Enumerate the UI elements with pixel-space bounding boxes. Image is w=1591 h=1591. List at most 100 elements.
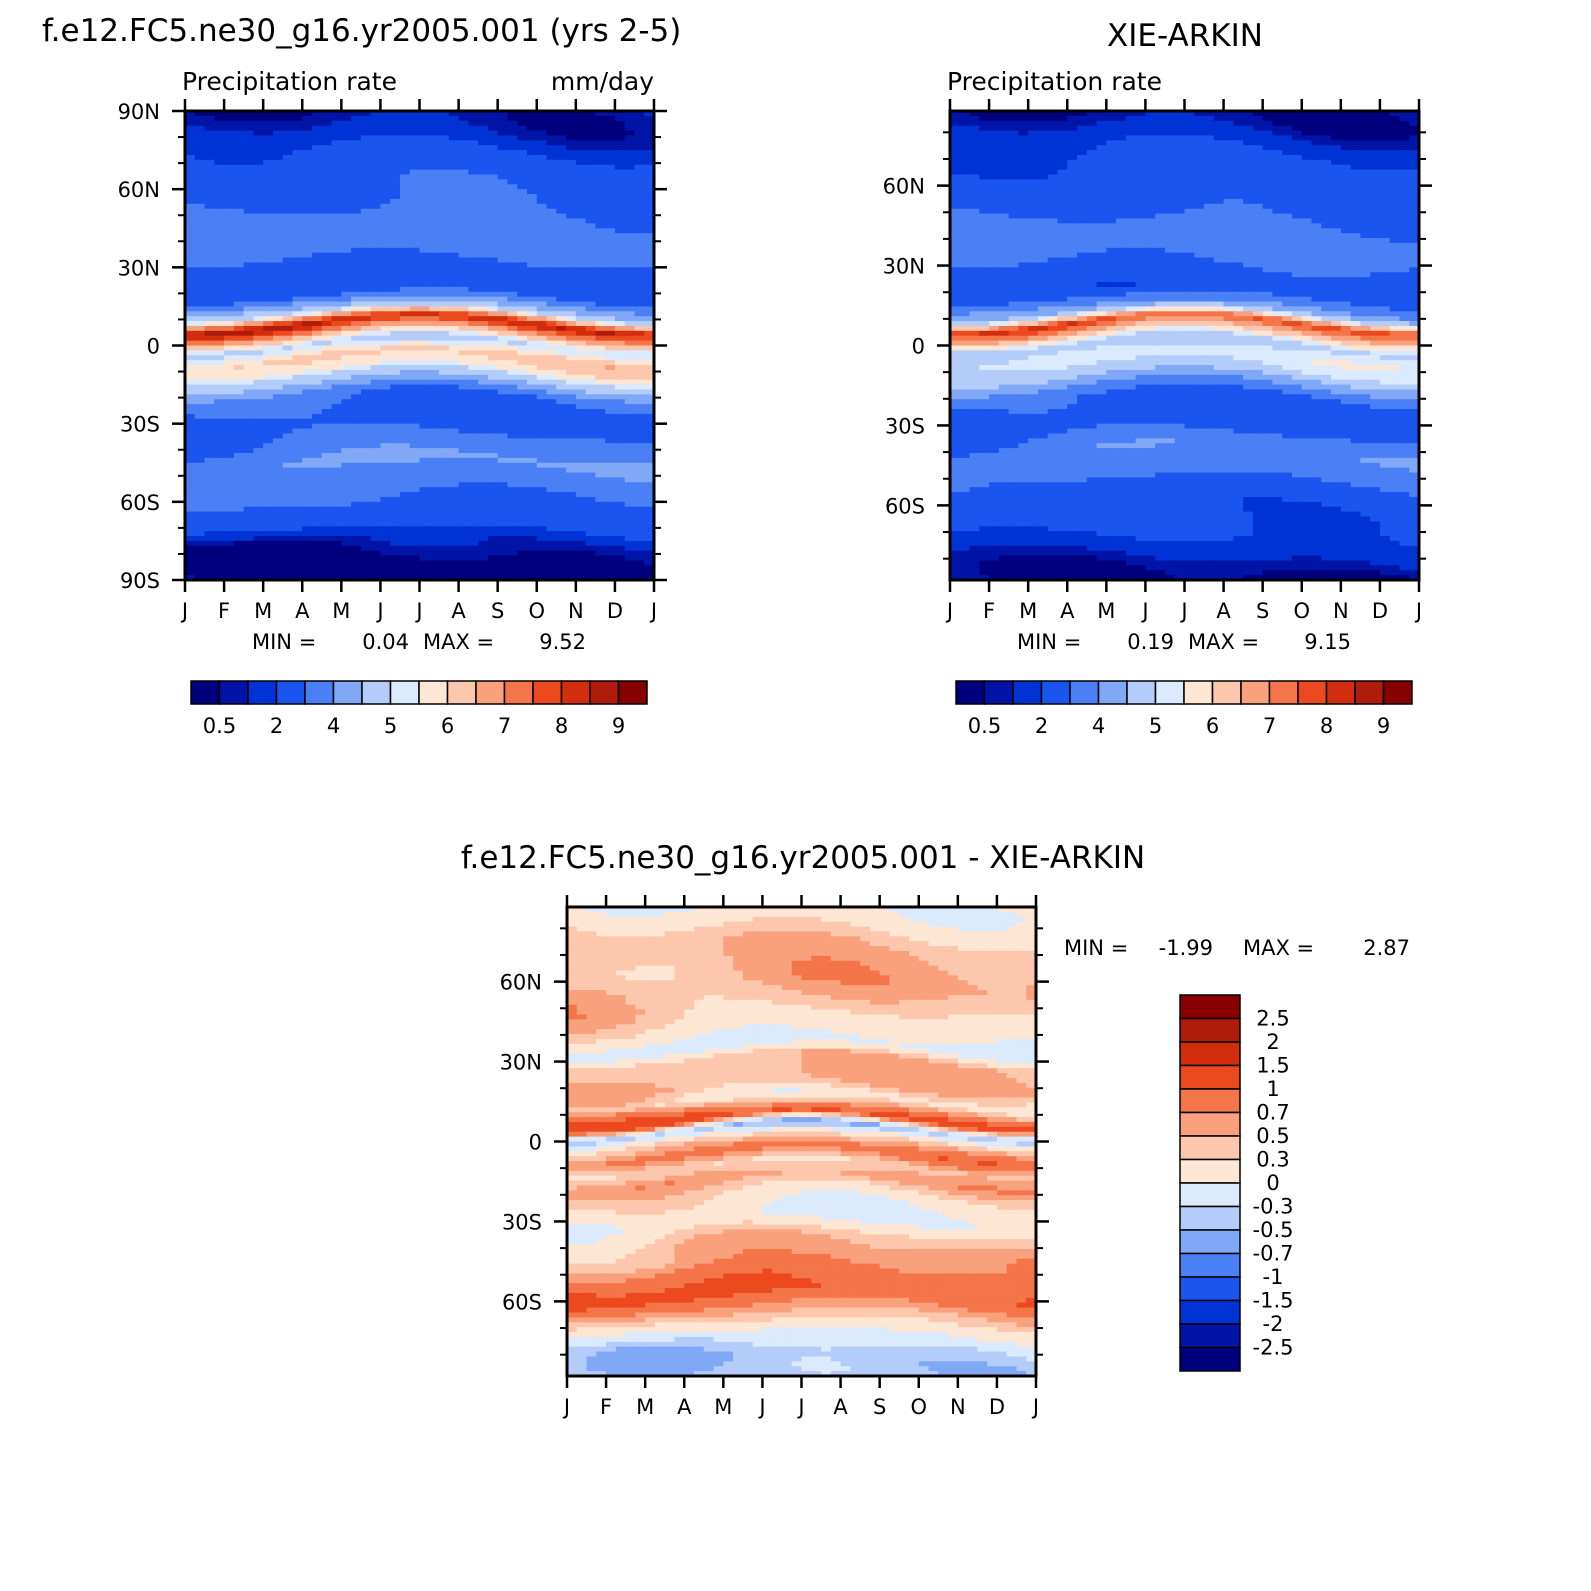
model-max-label: MAX =	[423, 630, 494, 654]
model-contour-cell	[497, 335, 509, 342]
model-contour-cell	[575, 130, 587, 137]
model-contour-cell	[448, 184, 460, 190]
model-contour-cell	[272, 448, 284, 454]
model-contour-cell	[194, 433, 206, 439]
model-contour-cell	[556, 125, 567, 132]
model-contour-cell	[253, 384, 264, 391]
model-contour-cell	[351, 154, 362, 161]
model-contour-cell	[634, 438, 645, 444]
obs-contour-cell	[1301, 125, 1313, 132]
model-contour-cell	[399, 154, 411, 161]
model-contour-cell	[429, 247, 440, 254]
model-contour-cell	[575, 330, 587, 337]
model-contour-cell	[546, 325, 557, 332]
model-contour-cell	[272, 213, 284, 220]
model-contour-cell	[575, 526, 587, 532]
model-contour-cell	[439, 418, 450, 425]
model-contour-cell	[331, 487, 342, 493]
model-contour-cell	[624, 174, 636, 180]
model-contour-cell	[419, 409, 430, 415]
obs-contour-cell	[1370, 120, 1381, 127]
model-contour-cell	[214, 247, 225, 254]
model-contour-cell	[487, 335, 499, 342]
model-contour-cell	[468, 247, 479, 254]
model-contour-cell	[507, 438, 518, 444]
model-contour-cell	[360, 242, 372, 249]
obs-contour-cell	[1409, 115, 1420, 122]
model-contour-cell	[194, 111, 206, 117]
model-contour-cell	[575, 452, 587, 459]
model-contour-cell	[605, 404, 616, 410]
model-contour-cell	[390, 174, 401, 180]
model-contour-cell	[312, 413, 323, 420]
model-contour-cell	[634, 198, 645, 205]
model-contour-cell	[409, 340, 421, 347]
model-contour-cell	[507, 345, 518, 351]
model-contour-cell	[282, 174, 294, 180]
model-contour-cell	[644, 355, 655, 361]
model-contour-cell	[263, 560, 274, 566]
model-contour-cell	[644, 189, 655, 195]
model-contour-cell	[458, 536, 469, 542]
model-contour-cell	[292, 516, 303, 522]
obs-contour-cell	[1370, 115, 1381, 122]
model-contour-cell	[448, 169, 460, 176]
model-contour-cell	[575, 438, 587, 444]
model-contour-cell	[439, 252, 450, 259]
model-contour-cell	[185, 340, 196, 347]
model-contour-cell	[321, 335, 333, 342]
model-contour-cell	[556, 281, 567, 288]
model-contour-cell	[497, 111, 509, 117]
model-contour-cell	[575, 262, 587, 268]
model-contour-cell	[634, 492, 645, 498]
model-contour-cell	[575, 184, 587, 190]
model-contour-cell	[399, 345, 411, 351]
obs-contour-cell	[1194, 115, 1205, 122]
model-contour-cell	[419, 184, 430, 190]
model-contour-cell	[419, 296, 430, 303]
model-contour-cell	[419, 233, 430, 239]
model-contour-cell	[224, 492, 235, 498]
model-contour-cell	[321, 316, 333, 322]
model-contour-cell	[194, 164, 206, 171]
model-contour-cell	[312, 330, 323, 337]
model-contour-cell	[634, 384, 645, 391]
model-contour-cell	[282, 428, 294, 435]
model-contour-cell	[624, 496, 636, 503]
model-contour-cell	[487, 111, 499, 117]
model-contour-cell	[517, 233, 528, 239]
model-contour-cell	[233, 482, 245, 488]
obs-contour-cell	[1106, 111, 1117, 117]
model-contour-cell	[536, 477, 548, 483]
model-contour-cell	[409, 555, 421, 562]
model-contour-cell	[224, 570, 235, 576]
model-contour-cell	[194, 506, 206, 513]
model-contour-cell	[566, 286, 577, 293]
model-contour-cell	[448, 413, 460, 420]
model-contour-cell	[575, 223, 587, 229]
model-contour-cell	[536, 418, 548, 425]
model-contour-cell	[575, 506, 587, 513]
model-contour-cell	[331, 531, 342, 537]
model-contour-cell	[595, 540, 606, 547]
model-contour-cell	[439, 575, 450, 581]
model-contour-cell	[585, 277, 596, 283]
model-contour-cell	[399, 281, 411, 288]
model-subtitle-left: Precipitation rate	[182, 67, 397, 96]
model-contour-cell	[224, 477, 235, 483]
model-contour-cell	[253, 238, 264, 244]
model-contour-cell	[605, 409, 616, 415]
model-contour-cell	[331, 472, 342, 479]
model-contour-cell	[439, 394, 450, 400]
model-contour-cell	[185, 457, 196, 464]
model-contour-cell	[614, 345, 626, 351]
model-contour-cell	[585, 301, 596, 308]
model-contour-cell	[624, 189, 636, 195]
model-contour-cell	[351, 228, 362, 234]
model-contour-cell	[214, 409, 225, 415]
model-contour-cell	[585, 536, 596, 542]
model-contour-cell	[351, 150, 362, 156]
model-contour-cell	[272, 399, 284, 405]
model-contour-cell	[614, 570, 626, 576]
model-contour-cell	[204, 531, 215, 537]
